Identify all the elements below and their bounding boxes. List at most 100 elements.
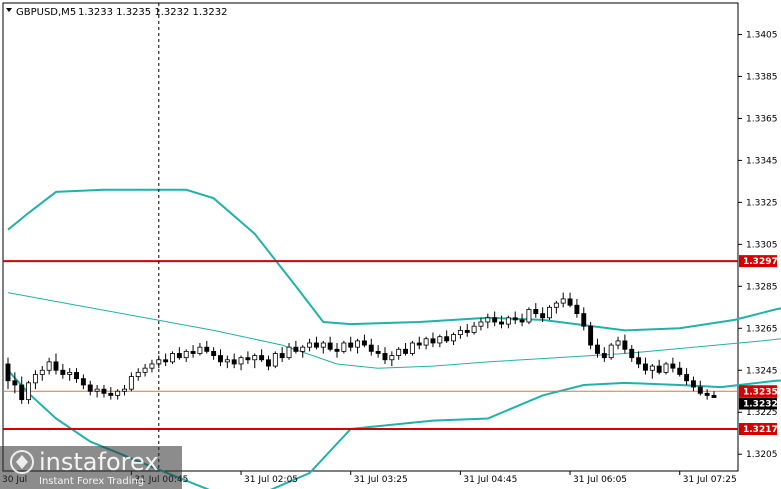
candle-body-bearish — [519, 319, 525, 323]
candle-body-bullish — [478, 321, 484, 327]
candle — [87, 380, 93, 396]
candle — [39, 366, 45, 381]
candle-body-bullish — [423, 338, 429, 346]
candle — [300, 345, 306, 358]
x-tick-label: 31 Jul 07:25 — [683, 475, 737, 485]
candle — [19, 376, 25, 404]
candle — [389, 351, 395, 367]
candle — [286, 342, 292, 360]
candle-body-bearish — [540, 313, 546, 319]
candle — [526, 307, 532, 325]
candle — [704, 389, 710, 400]
candle — [492, 311, 498, 327]
candle-body-bearish — [245, 357, 251, 361]
candle — [396, 347, 402, 360]
candle — [663, 361, 669, 375]
candle-body-bullish — [197, 346, 203, 354]
candle — [629, 345, 635, 362]
candle-body-bullish — [67, 371, 73, 375]
candle-body-bearish — [670, 363, 676, 369]
candle — [60, 363, 66, 379]
y-tick-label: 1.3325 — [746, 198, 778, 208]
candle — [197, 342, 203, 356]
level-price-tag — [739, 255, 777, 268]
candle — [74, 368, 80, 383]
candle — [567, 292, 573, 308]
candle-body-bearish — [430, 338, 436, 344]
y-tick-label: 1.3205 — [746, 450, 778, 460]
candle-body-bearish — [375, 350, 381, 354]
candle-body-bullish — [286, 346, 292, 359]
candle — [307, 338, 313, 352]
candle-body-bullish — [341, 342, 347, 352]
candle — [478, 317, 484, 331]
candle-body-bearish — [266, 359, 271, 367]
candle — [320, 340, 326, 354]
candle — [5, 357, 11, 390]
bid-price-label: 1.3235 — [743, 387, 778, 397]
candle — [115, 389, 121, 400]
candle — [327, 336, 333, 352]
candle — [231, 353, 237, 369]
candle — [409, 340, 415, 356]
candle — [547, 305, 552, 320]
symbol-dropdown-icon[interactable] — [6, 8, 12, 12]
candle-body-bullish — [389, 355, 395, 361]
y-tick-label: 1.3365 — [746, 114, 778, 124]
y-tick-label: 1.3285 — [746, 282, 778, 292]
candle — [334, 342, 340, 358]
candle-body-bearish — [512, 317, 518, 321]
candle — [588, 321, 594, 350]
candle-body-bearish — [190, 350, 196, 354]
candle-body-bullish — [355, 340, 361, 348]
current-price-label: 1.3232 — [743, 400, 778, 410]
candle-body-bearish — [677, 367, 683, 375]
y-tick-label: 1.3305 — [746, 240, 778, 250]
y-tick-label: 1.3265 — [746, 324, 778, 334]
logo-mark-icon — [10, 450, 34, 474]
candle-body-bearish — [80, 378, 86, 386]
plot-frame — [2, 2, 739, 472]
candle — [252, 353, 258, 369]
candle-body-bullish — [437, 336, 443, 344]
candle — [403, 342, 409, 356]
candle-body-bearish — [19, 384, 25, 401]
candle — [94, 384, 100, 398]
candle — [471, 321, 477, 335]
candle-body-bearish — [581, 313, 587, 327]
candle-body-bullish — [39, 369, 45, 375]
candle — [245, 351, 251, 364]
candle-body-bullish — [526, 309, 532, 323]
candle-body-bearish — [279, 353, 285, 359]
candle — [108, 387, 114, 400]
candle-body-bearish — [204, 346, 210, 352]
candle — [636, 351, 642, 369]
candle-body-bullish — [149, 363, 155, 369]
candle-body-bullish — [560, 298, 566, 304]
candle — [266, 355, 271, 371]
candle-body-bearish — [176, 353, 182, 359]
candle-body-bearish — [704, 392, 710, 396]
candle-body-bullish — [409, 342, 415, 354]
candle-body-bearish — [690, 380, 696, 388]
candle — [32, 370, 38, 390]
candle-body-bearish — [622, 340, 628, 350]
candle — [505, 315, 511, 329]
candle-body-bullish — [272, 353, 278, 367]
y-tick-label: 1.3225 — [746, 408, 778, 418]
candle-body-bearish — [403, 348, 409, 354]
level-price-tag — [739, 423, 777, 436]
candle — [272, 351, 278, 369]
candle — [238, 355, 244, 371]
candle — [53, 353, 59, 375]
candle — [67, 368, 73, 381]
candle-body-bullish — [547, 306, 552, 319]
candle — [423, 336, 429, 350]
logo-tagline: Instant Forex Trading — [39, 476, 144, 487]
candle — [540, 307, 546, 322]
candle-body-bullish — [115, 390, 121, 396]
instaforex-logo: instaforex Instant Forex Trading — [0, 446, 182, 489]
candle — [608, 342, 614, 360]
candle-body-bullish — [300, 346, 306, 352]
symbol-title: GBPUSD,M5 — [16, 7, 76, 18]
